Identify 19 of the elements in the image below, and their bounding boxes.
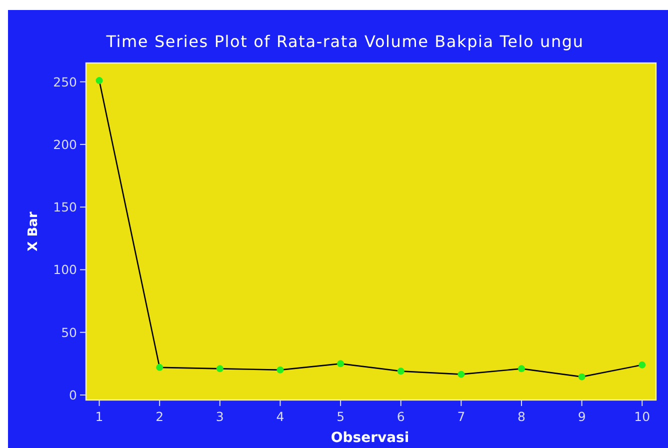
x-tick-label: 2 [156,409,164,424]
x-tick-label: 9 [578,409,586,424]
x-tick-label: 10 [634,409,650,424]
x-tick-label: 5 [336,409,345,424]
y-tick-label: 100 [53,262,78,278]
x-tick-label: 8 [518,409,526,424]
x-axis-title: Observasi [330,430,410,446]
x-tick-label: 4 [276,409,284,424]
y-tick-label: 50 [61,324,78,340]
x-tick-label: 6 [396,409,405,424]
y-tick-label: 150 [53,200,78,215]
y-tick-label: 200 [53,136,78,152]
x-tick-label: 3 [216,409,224,424]
x-tick-label: 7 [457,409,466,424]
chart-title: Time Series Plot of Rata-rata Volume Bakpia Telo ungu [105,32,584,51]
y-tick-label: 0 [69,387,78,402]
y-axis-title: X Bar [26,211,41,252]
x-tick-label: 1 [95,409,104,424]
y-tick-label: 250 [53,74,78,90]
